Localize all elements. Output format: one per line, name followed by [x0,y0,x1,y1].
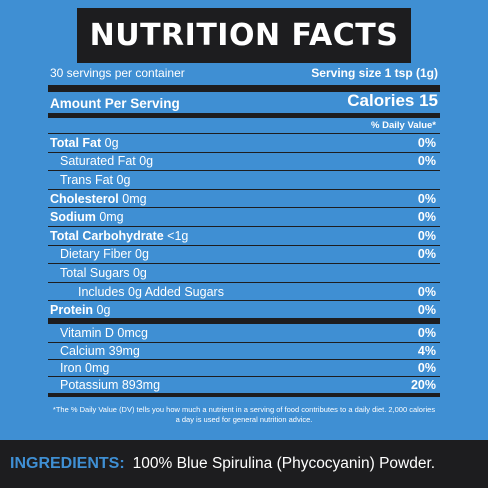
ingredients-label: INGREDIENTS: [10,455,125,472]
vitamin-row-vitamin-d: Vitamin D 0mcg 0% [48,324,440,344]
nutrient-row-protein: Protein 0g 0% [48,301,440,325]
nutrient-name: Total Carbohydrate [50,228,164,243]
nutrient-amount: <1g [163,228,189,243]
vitamin-pct: 4% [417,344,436,359]
nutrient-amount: 0mg [118,191,147,206]
daily-value-header: % Daily Value* [48,118,440,134]
vitamin-pct: 0% [417,361,436,376]
nutrient-pct: 0% [417,135,436,150]
nutrient-name: Includes 0g Added Sugars [78,284,224,299]
vitamin-row-calcium: Calcium 39mg 4% [48,343,440,361]
amount-per-serving: Amount Per Serving [50,96,180,111]
nutrient-name: Total Sugars 0g [60,265,147,280]
daily-value-footnote: *The % Daily Value (DV) tells you how mu… [52,405,436,425]
ingredients-bar: INGREDIENTS: 100% Blue Spirulina (Phycoc… [0,440,488,488]
nutrient-name: Saturated Fat 0g [60,154,154,169]
title-banner: NUTRITION FACTS [77,8,411,63]
nutrient-amount: 0g [93,302,111,317]
nutrient-row-sodium: Sodium 0mg 0% [48,208,440,227]
serving-size: Serving size 1 tsp (1g) [311,65,438,80]
vitamin-row-potassium: Potassium 893mg 20% [48,377,440,398]
nutrient-amount: 0g [101,135,119,150]
nutrient-pct: 0% [417,302,436,317]
nutrient-row-trans-fat: Trans Fat 0g [48,171,440,190]
nutrition-panel: 30 servings per container Serving size 1… [48,62,440,425]
vitamin-name: Calcium 39mg [60,344,140,359]
nutrient-name: Dietary Fiber 0g [60,247,149,262]
amount-row: Amount Per Serving Calories 15 [48,91,440,118]
nutrient-pct: 0% [417,247,436,262]
label-title: NUTRITION FACTS [89,18,399,53]
vitamin-pct: 0% [417,326,436,341]
servings-per-container: 30 servings per container [50,65,185,80]
nutrient-row-dietary-fiber: Dietary Fiber 0g 0% [48,246,440,265]
vitamin-pct: 20% [410,378,436,393]
nutrient-pct: 0% [417,228,436,243]
nutrient-pct: 0% [417,284,436,299]
nutrient-row-total-carbohydrate: Total Carbohydrate <1g 0% [48,227,440,246]
nutrient-pct: 0% [417,210,436,225]
nutrient-row-total-sugars: Total Sugars 0g [48,264,440,283]
nutrient-name: Trans Fat 0g [60,172,131,187]
nutrient-name: Cholesterol [50,191,119,206]
ingredients-text: 100% Blue Spirulina (Phycocyanin) Powder… [132,455,436,472]
nutrient-amount: 0mg [95,210,124,225]
servings-row: 30 servings per container Serving size 1… [48,62,440,92]
vitamin-name: Vitamin D 0mcg [60,326,148,341]
nutrient-row-cholesterol: Cholesterol 0mg 0% [48,190,440,209]
nutrient-row-added-sugars: Includes 0g Added Sugars 0% [48,283,440,302]
vitamin-row-iron: Iron 0mg 0% [48,360,440,378]
nutrient-row-total-fat: Total Fat 0g 0% [48,134,440,153]
vitamin-name: Potassium 893mg [60,378,161,393]
calories: Calories 15 [347,91,438,110]
nutrient-pct: 0% [417,191,436,206]
vitamin-name: Iron 0mg [60,361,110,376]
nutrient-name: Protein [50,302,94,317]
nutrient-name: Sodium [50,210,96,225]
nutrient-name: Total Fat [50,135,102,150]
nutrient-pct: 0% [417,154,436,169]
nutrient-row-saturated-fat: Saturated Fat 0g 0% [48,153,440,172]
